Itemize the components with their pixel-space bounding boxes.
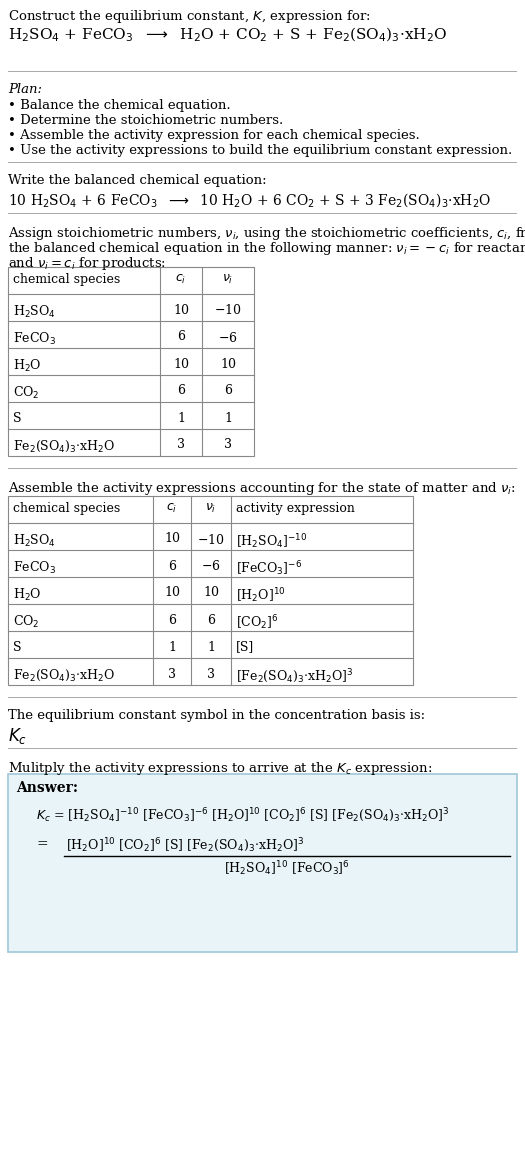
Text: 6: 6 bbox=[207, 613, 215, 626]
Text: [FeCO$_3$]$^{-6}$: [FeCO$_3$]$^{-6}$ bbox=[236, 560, 302, 578]
Text: [Fe$_2$(SO$_4$)$_3$$\cdot$xH$_2$O]$^3$: [Fe$_2$(SO$_4$)$_3$$\cdot$xH$_2$O]$^3$ bbox=[236, 667, 354, 686]
Text: activity expression: activity expression bbox=[236, 503, 355, 515]
Text: chemical species: chemical species bbox=[13, 273, 120, 286]
Text: 10: 10 bbox=[203, 586, 219, 599]
Text: $-$10: $-$10 bbox=[197, 533, 225, 547]
Text: 6: 6 bbox=[168, 560, 176, 573]
Text: [H$_2$O]$^{10}$ [CO$_2$]$^6$ [S] [Fe$_2$(SO$_4$)$_3$$\cdot$xH$_2$O]$^3$: [H$_2$O]$^{10}$ [CO$_2$]$^6$ [S] [Fe$_2$… bbox=[66, 836, 304, 854]
Text: Write the balanced chemical equation:: Write the balanced chemical equation: bbox=[8, 174, 267, 187]
Text: FeCO$_3$: FeCO$_3$ bbox=[13, 330, 56, 346]
Text: FeCO$_3$: FeCO$_3$ bbox=[13, 560, 56, 576]
Text: Answer:: Answer: bbox=[16, 781, 78, 795]
Text: CO$_2$: CO$_2$ bbox=[13, 613, 39, 630]
Text: 10: 10 bbox=[220, 358, 236, 371]
Text: 10: 10 bbox=[164, 586, 180, 599]
Text: $c_i$: $c_i$ bbox=[175, 273, 186, 286]
Text: Fe$_2$(SO$_4$)$_3$$\cdot$xH$_2$O: Fe$_2$(SO$_4$)$_3$$\cdot$xH$_2$O bbox=[13, 438, 116, 454]
Text: 3: 3 bbox=[177, 438, 185, 451]
Text: $-$10: $-$10 bbox=[214, 303, 242, 317]
Text: H$_2$O: H$_2$O bbox=[13, 358, 41, 373]
Text: H$_2$SO$_4$: H$_2$SO$_4$ bbox=[13, 533, 56, 548]
Text: [H$_2$O]$^{10}$: [H$_2$O]$^{10}$ bbox=[236, 586, 286, 605]
Text: $K_c$: $K_c$ bbox=[8, 726, 27, 746]
Text: Assemble the activity expressions accounting for the state of matter and $\nu_i$: Assemble the activity expressions accoun… bbox=[8, 480, 516, 497]
Text: • Use the activity expressions to build the equilibrium constant expression.: • Use the activity expressions to build … bbox=[8, 143, 512, 157]
Text: • Balance the chemical equation.: • Balance the chemical equation. bbox=[8, 99, 230, 112]
Text: [H$_2$SO$_4$]$^{10}$ [FeCO$_3$]$^6$: [H$_2$SO$_4$]$^{10}$ [FeCO$_3$]$^6$ bbox=[224, 859, 350, 878]
Text: [H$_2$SO$_4$]$^{-10}$: [H$_2$SO$_4$]$^{-10}$ bbox=[236, 533, 308, 552]
Text: • Assemble the activity expression for each chemical species.: • Assemble the activity expression for e… bbox=[8, 129, 420, 142]
Text: Construct the equilibrium constant, $K$, expression for:: Construct the equilibrium constant, $K$,… bbox=[8, 8, 371, 24]
Text: 10 H$_2$SO$_4$ + 6 FeCO$_3$  $\longrightarrow$  10 H$_2$O + 6 CO$_2$ + S + 3 Fe$: 10 H$_2$SO$_4$ + 6 FeCO$_3$ $\longrighta… bbox=[8, 191, 491, 209]
Text: 6: 6 bbox=[168, 613, 176, 626]
Text: [CO$_2$]$^6$: [CO$_2$]$^6$ bbox=[236, 613, 279, 632]
Text: 1: 1 bbox=[207, 640, 215, 653]
Text: Plan:: Plan: bbox=[8, 83, 42, 96]
Text: $-$6: $-$6 bbox=[218, 330, 238, 344]
Text: the balanced chemical equation in the following manner: $\nu_i = -c_i$ for react: the balanced chemical equation in the fo… bbox=[8, 240, 525, 257]
Text: 6: 6 bbox=[224, 385, 232, 398]
Text: $\nu_i$: $\nu_i$ bbox=[205, 503, 217, 515]
Text: 10: 10 bbox=[164, 533, 180, 546]
Text: H$_2$SO$_4$: H$_2$SO$_4$ bbox=[13, 303, 56, 319]
Text: 6: 6 bbox=[177, 330, 185, 344]
Text: S: S bbox=[13, 640, 22, 653]
Text: The equilibrium constant symbol in the concentration basis is:: The equilibrium constant symbol in the c… bbox=[8, 709, 425, 722]
Text: S: S bbox=[13, 412, 22, 424]
Text: 6: 6 bbox=[177, 385, 185, 398]
Text: 1: 1 bbox=[168, 640, 176, 653]
Text: H$_2$O: H$_2$O bbox=[13, 586, 41, 603]
Text: $K_c$ = [H$_2$SO$_4$]$^{-10}$ [FeCO$_3$]$^{-6}$ [H$_2$O]$^{10}$ [CO$_2$]$^6$ [S]: $K_c$ = [H$_2$SO$_4$]$^{-10}$ [FeCO$_3$]… bbox=[36, 806, 449, 824]
Text: CO$_2$: CO$_2$ bbox=[13, 385, 39, 401]
Text: • Determine the stoichiometric numbers.: • Determine the stoichiometric numbers. bbox=[8, 114, 284, 127]
Text: 3: 3 bbox=[207, 667, 215, 681]
Text: 10: 10 bbox=[173, 303, 189, 316]
Text: [S]: [S] bbox=[236, 640, 254, 653]
Text: 3: 3 bbox=[168, 667, 176, 681]
Text: H$_2$SO$_4$ + FeCO$_3$  $\longrightarrow$  H$_2$O + CO$_2$ + S + Fe$_2$(SO$_4$)$: H$_2$SO$_4$ + FeCO$_3$ $\longrightarrow$… bbox=[8, 26, 447, 44]
Text: Fe$_2$(SO$_4$)$_3$$\cdot$xH$_2$O: Fe$_2$(SO$_4$)$_3$$\cdot$xH$_2$O bbox=[13, 667, 116, 683]
Text: =: = bbox=[36, 837, 48, 851]
Text: 1: 1 bbox=[224, 412, 232, 424]
Text: $c_i$: $c_i$ bbox=[166, 503, 177, 515]
Text: and $\nu_i = c_i$ for products:: and $\nu_i = c_i$ for products: bbox=[8, 255, 166, 272]
Text: chemical species: chemical species bbox=[13, 503, 120, 515]
Text: 3: 3 bbox=[224, 438, 232, 451]
Text: 1: 1 bbox=[177, 412, 185, 424]
Text: Mulitply the activity expressions to arrive at the $K_c$ expression:: Mulitply the activity expressions to arr… bbox=[8, 760, 432, 777]
Text: $-$6: $-$6 bbox=[201, 560, 221, 574]
Text: $\nu_i$: $\nu_i$ bbox=[222, 273, 234, 286]
Text: Assign stoichiometric numbers, $\nu_i$, using the stoichiometric coefficients, $: Assign stoichiometric numbers, $\nu_i$, … bbox=[8, 225, 525, 243]
Text: 10: 10 bbox=[173, 358, 189, 371]
